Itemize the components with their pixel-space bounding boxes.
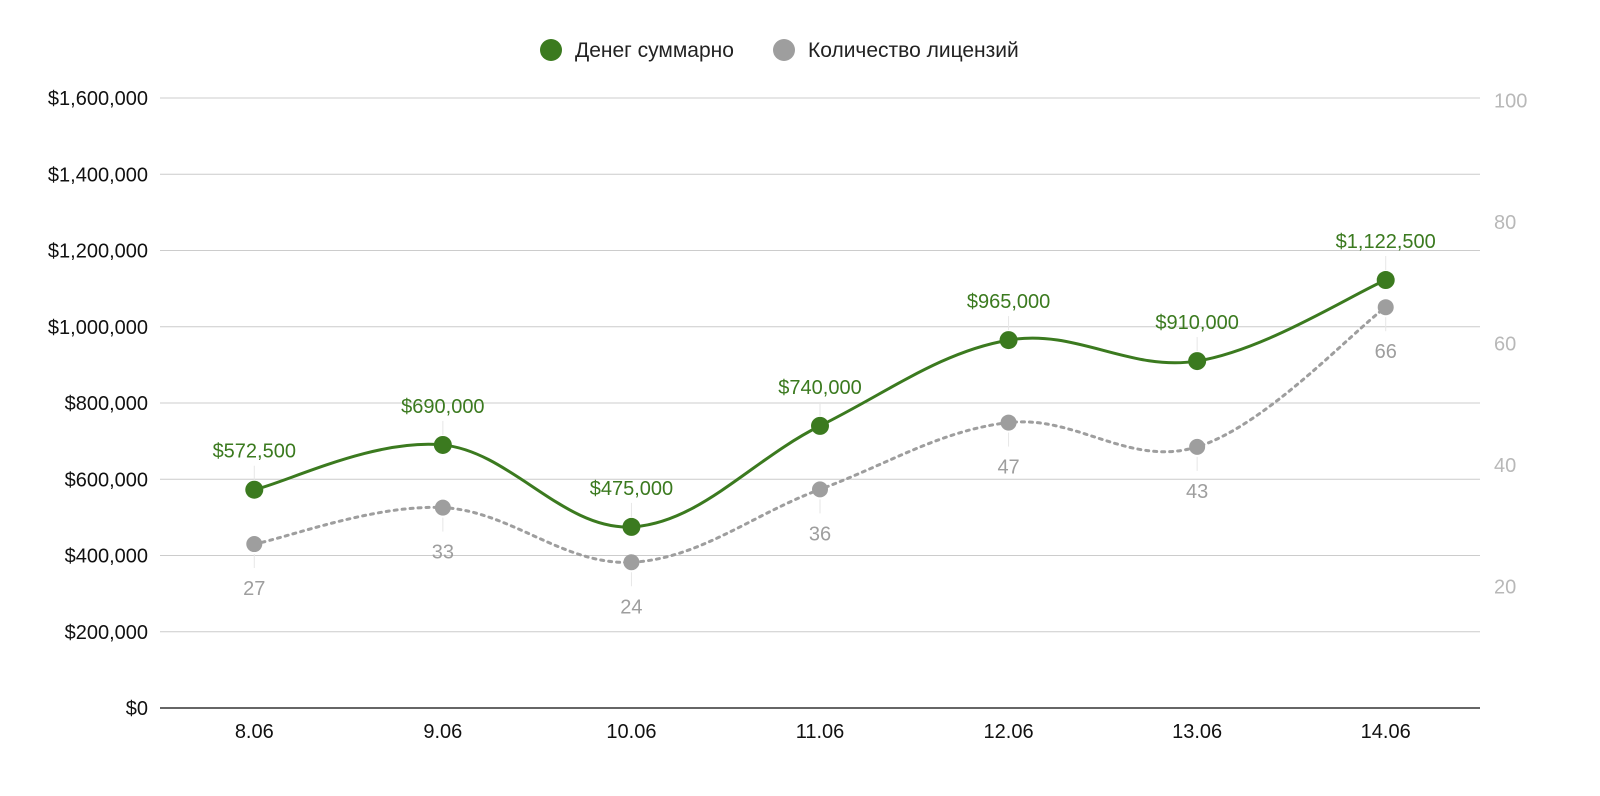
y-left-tick-label: $1,200,000 bbox=[48, 241, 148, 263]
data-point-licenses bbox=[1189, 438, 1206, 455]
x-tick-label: 11.06 bbox=[796, 721, 845, 743]
axes: $0 $200,000 $400,000 $600,000 $800,000 $1,000… bbox=[48, 88, 1527, 743]
data-label-money: $740,000 bbox=[778, 377, 861, 399]
data-label-money: $690,000 bbox=[401, 396, 484, 418]
data-point-money bbox=[999, 331, 1018, 350]
legend-marker-money bbox=[540, 39, 562, 61]
y-left-tick-label: $600,000 bbox=[65, 469, 148, 491]
data-point-licenses bbox=[1377, 299, 1394, 316]
y-right-tick-label: 80 bbox=[1494, 212, 1516, 234]
x-tick-label: 8.06 bbox=[235, 721, 274, 743]
y-right-tick-label: 100 bbox=[1494, 91, 1527, 113]
data-point-licenses bbox=[812, 481, 828, 498]
data-point-money bbox=[811, 416, 829, 435]
data-label-money: $475,000 bbox=[590, 478, 673, 500]
y-left-tick-label: $400,000 bbox=[65, 546, 148, 568]
legend-label-licenses: Количество лицензий bbox=[808, 39, 1019, 62]
y-left-tick-label: $0 bbox=[126, 698, 148, 720]
data-point-licenses bbox=[434, 499, 451, 516]
y-left-tick-label: $800,000 bbox=[65, 393, 148, 415]
y-left-tick-label: $1,400,000 bbox=[48, 164, 148, 186]
x-tick-label: 14.06 bbox=[1361, 721, 1411, 743]
data-label-licenses: 24 bbox=[620, 596, 642, 618]
x-tick-label: 9.06 bbox=[423, 721, 462, 743]
data-point-licenses bbox=[1000, 414, 1017, 431]
x-tick-label: 13.06 bbox=[1172, 721, 1222, 743]
data-label-licenses: 33 bbox=[432, 542, 454, 564]
series-points bbox=[245, 271, 1395, 571]
y-left-tick-label: $1,000,000 bbox=[48, 317, 148, 339]
data-label-licenses: 27 bbox=[243, 578, 265, 600]
data-point-money bbox=[245, 480, 264, 499]
legend-marker-licenses bbox=[773, 39, 795, 61]
y-right-tick-label: 60 bbox=[1494, 334, 1516, 356]
data-point-licenses bbox=[246, 536, 263, 553]
data-point-money bbox=[1188, 352, 1207, 371]
y-right-tick-label: 20 bbox=[1494, 577, 1516, 599]
x-tick-label: 10.06 bbox=[606, 721, 656, 743]
data-point-money bbox=[433, 435, 452, 454]
data-point-licenses bbox=[623, 554, 640, 571]
y-left-tick-label: $200,000 bbox=[65, 622, 148, 644]
y-left-tick-label: $1,600,000 bbox=[48, 88, 148, 110]
data-label-money: $910,000 bbox=[1155, 312, 1238, 334]
data-label-licenses: 43 bbox=[1186, 481, 1208, 503]
data-label-money: $965,000 bbox=[967, 291, 1050, 313]
data-labels: 27 33 24 36 47 43 66 $572,500 $690,000 $475,000 $7… bbox=[213, 231, 1436, 618]
y-right-tick-label: 40 bbox=[1494, 455, 1516, 477]
legend-label-money: Денег суммарно bbox=[575, 39, 734, 62]
data-label-licenses: 47 bbox=[997, 457, 1019, 479]
data-point-money bbox=[622, 517, 641, 536]
data-label-money: $572,500 bbox=[213, 441, 296, 463]
data-point-money bbox=[1376, 271, 1395, 290]
data-label-money: $1,122,500 bbox=[1336, 231, 1436, 253]
legend: Денег суммарно Количество лицензий bbox=[540, 39, 1019, 62]
gridlines bbox=[160, 97, 1480, 633]
data-label-licenses: 66 bbox=[1375, 341, 1397, 363]
x-tick-label: 12.06 bbox=[984, 721, 1034, 743]
data-label-licenses: 36 bbox=[809, 523, 831, 545]
